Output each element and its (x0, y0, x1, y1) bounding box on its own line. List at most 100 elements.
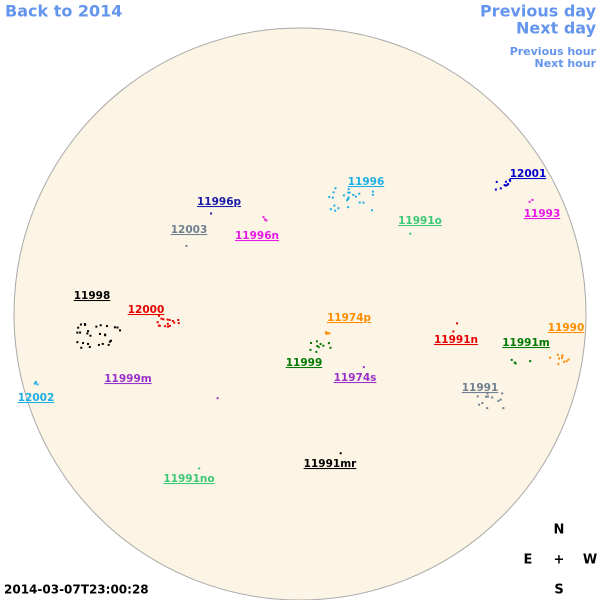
sunspot (486, 407, 489, 410)
sunspot (79, 323, 82, 326)
sunspot (109, 339, 112, 342)
compass-center: + (554, 553, 565, 568)
sunspot (173, 321, 176, 324)
compass-north: N (554, 523, 565, 538)
sunspot (97, 343, 100, 346)
sunspot (177, 322, 180, 325)
region-label[interactable]: 11999 (286, 357, 323, 369)
region-label[interactable]: 11996p (197, 196, 242, 208)
region-label[interactable]: 11998 (74, 290, 111, 302)
sunspot (491, 396, 494, 399)
previous-hour-link[interactable]: Previous hour (510, 45, 597, 58)
sunspot (347, 197, 350, 200)
region-label[interactable]: 12001 (510, 168, 547, 180)
sunspot (342, 194, 345, 197)
sunspot (334, 209, 337, 212)
sunspot (329, 346, 332, 349)
region-label[interactable]: 11991m (502, 337, 550, 349)
sunspot (99, 324, 102, 327)
timestamp: 2014-03-07T23:00:28 (4, 583, 149, 597)
sunspot (478, 403, 481, 406)
sunspot (334, 187, 337, 190)
region-label[interactable]: 12003 (171, 224, 208, 236)
region-label[interactable]: 11991o (398, 215, 442, 227)
previous-day-link[interactable]: Previous day (480, 2, 597, 21)
sunspot (315, 340, 318, 343)
sunspot (561, 354, 564, 357)
sunspot (347, 206, 350, 209)
sunspot (529, 360, 532, 363)
sunspot (101, 342, 104, 345)
sunspot (371, 209, 374, 212)
region-label[interactable]: 11991no (163, 473, 214, 485)
sunspot (157, 324, 160, 327)
sunspot (162, 318, 165, 321)
sunspot (166, 322, 169, 325)
sunspot (485, 395, 488, 398)
region-label[interactable]: 11991 (462, 382, 499, 394)
sunspot (362, 201, 365, 204)
sunspot (160, 317, 163, 320)
sunspot (486, 392, 489, 395)
sunspot (358, 192, 361, 195)
compass-east: E (524, 553, 533, 568)
sunspot (86, 332, 89, 335)
compass-west: W (583, 553, 597, 568)
sunspot (79, 331, 82, 334)
sunspot (409, 232, 412, 235)
region-label[interactable]: 12000 (128, 304, 165, 316)
sunspot (119, 329, 122, 332)
sunspot (567, 358, 570, 361)
region-label[interactable]: 11974s (334, 372, 377, 384)
region-label[interactable]: 11993 (524, 208, 561, 220)
sunspot (510, 358, 513, 361)
sunspot (347, 191, 350, 194)
sunspot (167, 325, 170, 328)
region-label[interactable]: 11991n (434, 334, 478, 346)
sunspot (36, 383, 39, 386)
sunspot (514, 362, 517, 365)
sunspot (328, 195, 331, 198)
region-label[interactable]: 11974p (327, 312, 372, 324)
region-label[interactable]: 11991mr (304, 458, 357, 470)
sunspot (210, 212, 213, 215)
sunspot (157, 314, 160, 317)
sunspot (481, 402, 484, 405)
sunspot (76, 341, 79, 344)
sunspot (509, 179, 512, 182)
sunspot (358, 201, 361, 204)
sunspot (104, 334, 107, 337)
region-label[interactable]: 11996n (235, 230, 279, 242)
sunspot (105, 325, 108, 328)
sunspot (486, 395, 489, 398)
sunspot (331, 196, 334, 199)
sunspot (88, 345, 91, 348)
sunspot (549, 356, 552, 359)
sunspot (337, 207, 340, 210)
sunspot (531, 198, 534, 201)
sunspot (354, 195, 357, 198)
sunspot (371, 190, 374, 193)
sunspot (347, 188, 350, 191)
sunspot (557, 362, 560, 365)
region-label[interactable]: 11999m (104, 373, 152, 385)
sunspot (107, 343, 110, 346)
sunspot (528, 200, 531, 203)
region-label[interactable]: 12002 (18, 392, 55, 404)
sunspot (34, 380, 37, 383)
region-label[interactable]: 11990 (548, 322, 585, 334)
sunspot (177, 318, 180, 321)
sunspot (503, 184, 506, 187)
region-label[interactable]: 11996 (348, 176, 385, 188)
next-day-link[interactable]: Next day (516, 19, 597, 38)
back-link[interactable]: Back to 2014 (5, 2, 122, 21)
sunspot (561, 356, 564, 359)
sunspot (563, 360, 566, 363)
sunspot (504, 180, 507, 183)
sunspot (185, 244, 188, 247)
next-hour-link[interactable]: Next hour (535, 57, 597, 70)
sunspot (262, 216, 265, 219)
sunspots (33, 178, 570, 470)
sunspot (456, 322, 459, 325)
sunspot (166, 318, 169, 321)
